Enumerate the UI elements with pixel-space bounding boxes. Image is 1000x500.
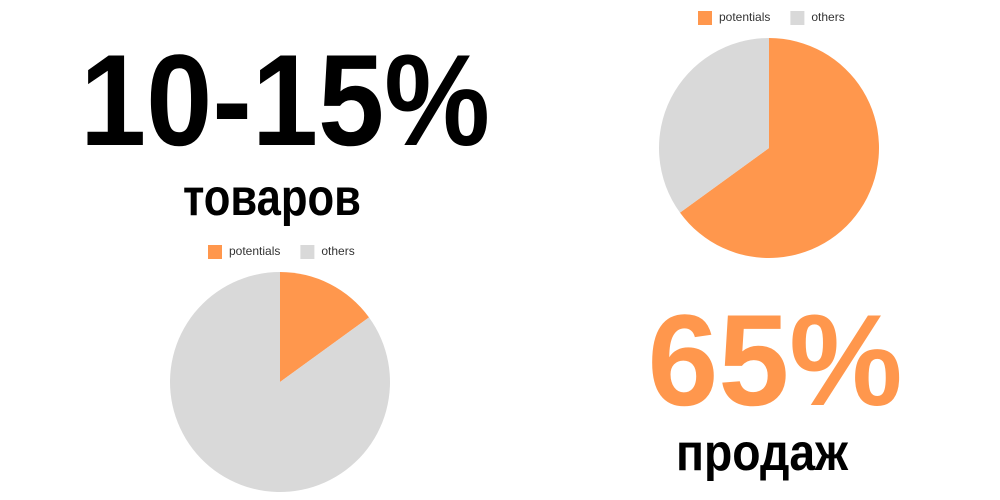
stat-figure: 65% [648,287,903,433]
pie-slice [169,272,391,493]
legend-swatch [790,11,805,25]
stat-caption: продаж [676,424,849,482]
pie-slice [280,272,369,382]
legend-swatch [698,11,712,25]
legend-label: potentials [229,244,280,258]
legend-swatch [300,245,315,259]
legend-swatch [208,245,222,259]
legend-label: others [321,244,354,258]
pie-slice [659,37,769,213]
stat-caption: товаров [183,169,361,227]
legend-label: potentials [719,10,770,24]
legend-label: others [811,10,844,24]
pie-slice [680,38,879,258]
stat-figure: 10-15% [80,27,490,173]
